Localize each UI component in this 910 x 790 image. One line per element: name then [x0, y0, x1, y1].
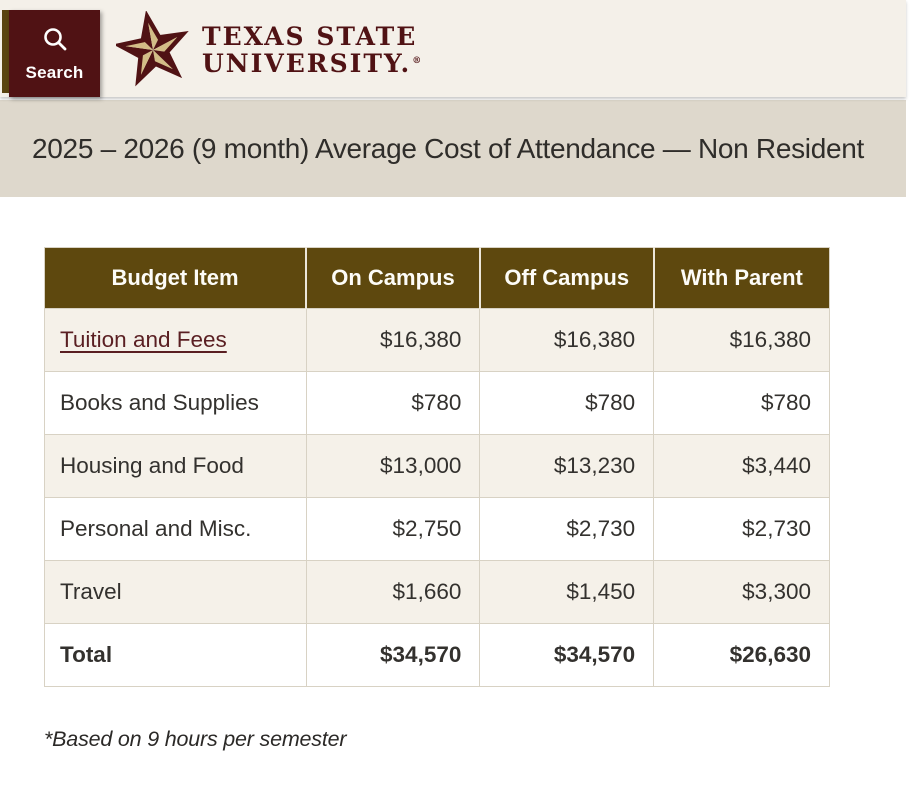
cell-value: $16,380 — [479, 308, 655, 372]
table-row-personal-and-misc: Personal and Misc. $2,750 $2,730 $2,730 — [44, 497, 830, 561]
row-label-personal-and-misc: Personal and Misc. — [44, 497, 307, 561]
table-row-travel: Travel $1,660 $1,450 $3,300 — [44, 560, 830, 624]
column-header-with-parent: With Parent — [652, 247, 830, 309]
row-label-tuition-and-fees: Tuition and Fees — [44, 308, 307, 372]
table-row-books-and-supplies: Books and Supplies $780 $780 $780 — [44, 371, 830, 435]
table-header-row: Budget Item On Campus Off Campus With Paren… — [44, 247, 830, 309]
search-icon — [41, 25, 69, 58]
cell-value: $26,630 — [653, 623, 830, 687]
cell-value: $780 — [305, 371, 481, 435]
cell-value: $34,570 — [479, 623, 655, 687]
search-button[interactable]: Search — [9, 10, 100, 97]
row-label-housing-and-food: Housing and Food — [44, 434, 307, 498]
logo-line1: TEXAS STATE — [202, 21, 418, 51]
search-label: Search — [25, 62, 84, 82]
table-row-tuition-and-fees: Tuition and Fees $16,380 $16,380 $16,380 — [44, 308, 830, 372]
logo-wordmark: TEXAS STATE UNIVERSITY.® — [202, 21, 421, 78]
row-label-total: Total — [44, 623, 307, 687]
content-area: Budget Item On Campus Off Campus With Paren… — [0, 197, 910, 752]
cell-value: $780 — [653, 371, 830, 435]
page-title: 2025 – 2026 (9 month) Average Cost of At… — [32, 132, 865, 164]
row-label-travel: Travel — [44, 560, 307, 624]
university-logo[interactable]: TEXAS STATE UNIVERSITY.® — [116, 8, 421, 92]
cell-value: $13,000 — [305, 434, 481, 498]
cell-value: $2,730 — [653, 497, 830, 561]
logo-line2: UNIVERSITY. — [202, 49, 412, 78]
cell-value: $16,380 — [305, 308, 481, 372]
cell-value: $34,570 — [305, 623, 481, 687]
row-label-books-and-supplies: Books and Supplies — [44, 371, 307, 435]
cell-value: $13,230 — [479, 434, 655, 498]
table-row-total: Total $34,570 $34,570 $26,630 — [44, 623, 830, 687]
cell-value: $2,750 — [305, 497, 481, 561]
footnote: *Based on 9 hours per semester — [44, 727, 347, 751]
cell-value: $3,300 — [653, 560, 830, 624]
cell-value: $3,440 — [653, 434, 830, 498]
table-row-housing-and-food: Housing and Food $13,000 $13,230 $3,440 — [44, 434, 830, 498]
site-header: Search T — [0, 0, 906, 97]
cell-value: $2,730 — [479, 497, 655, 561]
column-header-off-campus: Off Campus — [478, 247, 655, 309]
logo-line2-wrap: UNIVERSITY.® — [202, 50, 421, 78]
cell-value: $1,660 — [305, 560, 481, 624]
cell-value: $780 — [479, 371, 655, 435]
star-icon — [116, 10, 190, 90]
column-header-budget-item: Budget Item — [44, 247, 307, 309]
registered-mark: ® — [412, 55, 422, 66]
left-accent-strip — [2, 10, 9, 93]
title-band: 2025 – 2026 (9 month) Average Cost of At… — [0, 100, 906, 197]
column-header-on-campus: On Campus — [305, 247, 481, 309]
cell-value: $16,380 — [653, 308, 830, 372]
cost-of-attendance-table: Budget Item On Campus Off Campus With Paren… — [44, 247, 830, 687]
tuition-and-fees-link[interactable]: Tuition and Fees — [60, 327, 227, 352]
cell-value: $1,450 — [479, 560, 655, 624]
